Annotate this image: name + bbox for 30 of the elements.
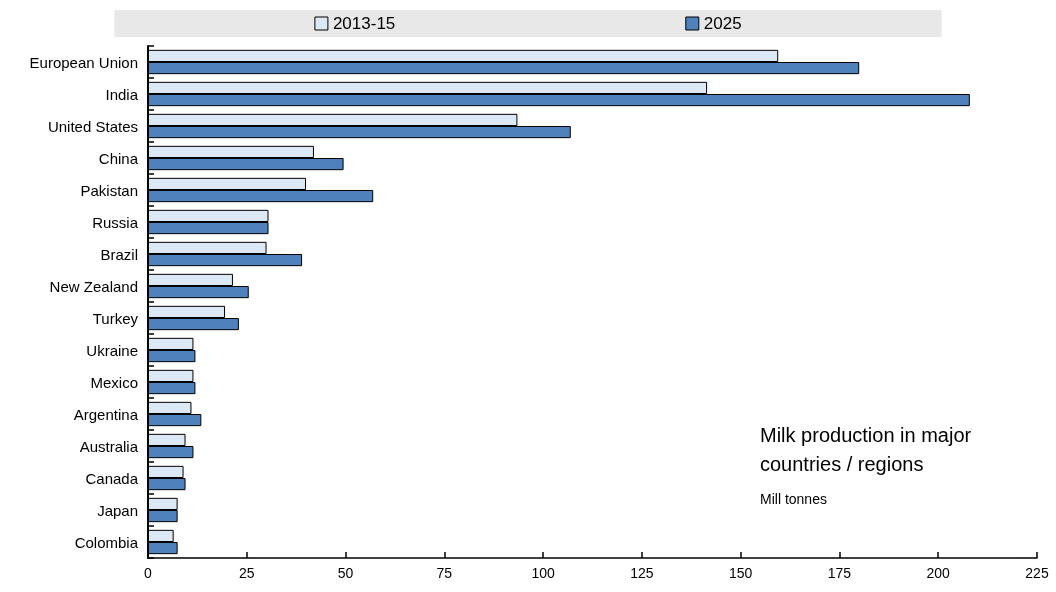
annotation: Milk production in major countries / regions xyxy=(760,423,977,475)
y-tick-label: European Union xyxy=(29,53,138,71)
y-tick-label: Colombia xyxy=(74,533,139,551)
y-tick-label: Argentina xyxy=(73,405,139,423)
x-tick-label: 175 xyxy=(827,565,852,581)
y-tick-label: Mexico xyxy=(90,373,138,391)
legend-label: 2025 xyxy=(703,14,742,33)
x-tick-label: 100 xyxy=(531,565,555,581)
y-tick-label: New Zealand xyxy=(49,277,138,295)
y-tick-label: Ukraine xyxy=(86,341,138,359)
y-tick-label: Pakistan xyxy=(80,181,138,199)
annotation: Mill tonnes xyxy=(760,491,827,507)
y-tick-label: Russia xyxy=(92,213,139,231)
x-tick-label: 50 xyxy=(337,565,354,581)
y-tick-label: India xyxy=(105,85,139,103)
x-tick-label: 125 xyxy=(630,565,654,581)
y-tick-label: Canada xyxy=(85,469,139,487)
x-tick-label: 200 xyxy=(926,565,951,581)
legend-label: 2013-15 xyxy=(332,14,396,33)
y-tick-label: Japan xyxy=(97,501,138,519)
x-tick-label: 75 xyxy=(436,565,453,581)
y-tick-label: China xyxy=(98,149,139,167)
y-tick-label: Australia xyxy=(79,437,139,455)
y-tick-label: Turkey xyxy=(92,309,139,327)
x-tick-label: 0 xyxy=(144,565,153,581)
y-tick-label: United States xyxy=(47,117,138,135)
x-tick-label: 150 xyxy=(728,565,753,581)
x-tick-label: 25 xyxy=(238,565,255,581)
y-tick-label: Brazil xyxy=(100,245,138,263)
x-tick-label: 225 xyxy=(1025,565,1049,581)
